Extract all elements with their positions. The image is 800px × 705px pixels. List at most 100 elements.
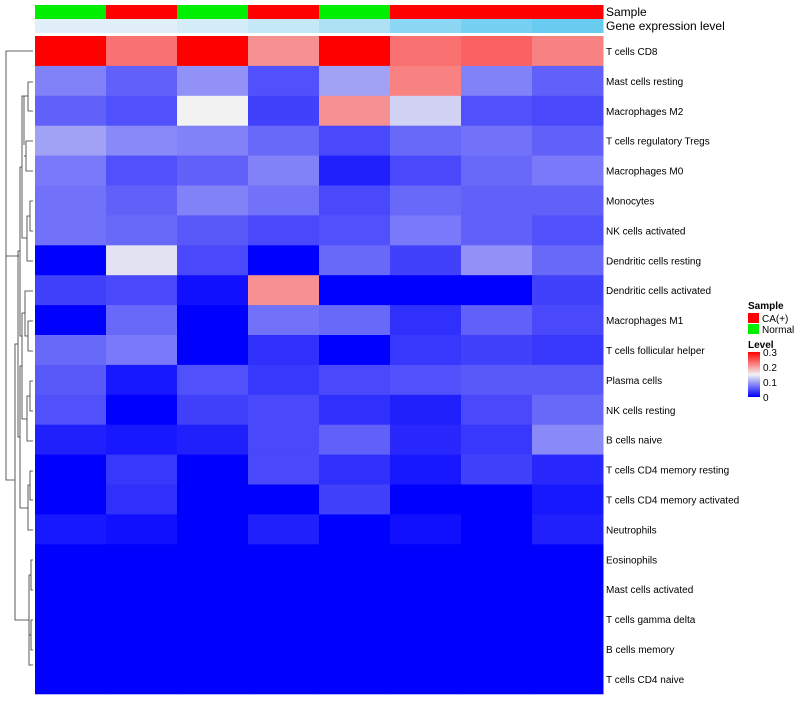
heatmap-cell [319,364,391,396]
heatmap-cell [177,65,249,97]
row-label: T cells regulatory Tregs [606,137,710,148]
heatmap-cell [461,95,533,127]
heatmap-cell [248,604,320,635]
heatmap-cell [177,574,249,605]
row-label: Eosinophils [606,555,657,566]
row-label: Mast cells activated [606,585,693,596]
row-label: T cells CD4 memory resting [606,466,729,477]
legend-sample-title: Sample [748,301,784,312]
annotation-tracks [35,5,604,33]
heatmap-cell [35,634,107,665]
heatmap-cell [532,484,604,515]
row-label: T cells gamma delta [606,615,696,626]
heatmap-cell [177,394,249,426]
heatmap-cell [177,663,249,695]
track-label: Sample [606,5,647,19]
heatmap-cell [532,424,604,456]
heatmap-cell [461,215,533,246]
heatmap-cell [106,663,178,695]
row-label: Macrophages M1 [606,316,684,327]
track-label: Gene expression level [606,19,725,33]
legend-level-tick: 0 [763,393,769,404]
heatmap-cell [35,454,107,485]
heatmap-cell [248,574,320,605]
row-label: Mast cells resting [606,77,683,88]
heatmap-cell [319,215,391,246]
heatmap-cell [35,663,107,695]
heatmap-cell [461,185,533,216]
heatmap-cell [461,125,533,157]
heatmap-cell [532,125,604,157]
row-label: T cells CD4 naive [606,675,685,686]
heatmap-cell [106,215,178,246]
heatmap-cell [106,634,178,665]
sample-annotation-cell [177,5,249,19]
heatmap-cell [461,36,533,67]
heatmap-cell [319,65,391,97]
heatmap-cell [532,185,604,216]
heatmap-cell [532,65,604,97]
heatmap-cell [461,574,533,605]
heatmap-cell [35,305,107,336]
heatmap-cell [248,185,320,216]
heatmap-cell [106,364,178,396]
heatmap-cell [390,514,462,545]
expression-annotation-cell [106,19,178,33]
heatmap-cell [35,275,107,306]
heatmap-cell [248,454,320,485]
heatmap-cell [532,574,604,605]
expression-annotation-cell [461,19,533,33]
heatmap-cell [319,634,391,665]
heatmap-cell [319,574,391,605]
heatmap-cell [106,604,178,635]
heatmap-cell [177,604,249,635]
heatmap-cell [390,663,462,695]
heatmap-cell [390,604,462,635]
expression-annotation-cell [248,19,320,33]
heatmap-cell [319,335,391,366]
row-label: T cells CD8 [606,47,658,58]
heatmap-cell [390,634,462,665]
heatmap-cell [319,185,391,216]
heatmap-cell [177,424,249,456]
heatmap-cell [35,604,107,635]
heatmap-cell [390,484,462,515]
heatmap-cell [35,424,107,456]
legend: Sample CA(+)Normal Level 0.3 0.2 0.1 0 [748,301,794,404]
heatmap-cell [319,544,391,575]
row-label: Monocytes [606,196,654,207]
row-label: T cells CD4 memory activated [606,495,739,506]
heatmap-cell [248,245,320,276]
heatmap-cell [461,335,533,366]
heatmap-cell [461,484,533,515]
heatmap-cell [106,155,178,186]
row-dendrogram [5,50,33,666]
heatmap-cell [532,335,604,366]
heatmap-cell [106,95,178,127]
heatmap-cell [532,305,604,336]
heatmap-cell [532,514,604,545]
heatmap-cell [106,275,178,306]
heatmap-cell [319,155,391,186]
heatmap-cell [248,125,320,157]
legend-level-colorbar [748,352,760,397]
heatmap-cell [106,514,178,545]
heatmap-cell [177,544,249,575]
heatmap-cell [248,65,320,97]
sample-annotation-cell [390,5,462,19]
sample-annotation-cell [461,5,533,19]
row-label: Dendritic cells activated [606,286,711,297]
heatmap-cell [461,663,533,695]
heatmap-cell [177,634,249,665]
heatmap-cell [532,36,604,67]
heatmap-cell [461,424,533,456]
heatmap-cell [248,215,320,246]
heatmap-cell [248,544,320,575]
heatmap-cell [319,275,391,306]
heatmap-cell [177,185,249,216]
heatmap-cell [461,364,533,396]
heatmap-cell [106,185,178,216]
heatmap-cell [35,155,107,186]
heatmap-cell [532,245,604,276]
